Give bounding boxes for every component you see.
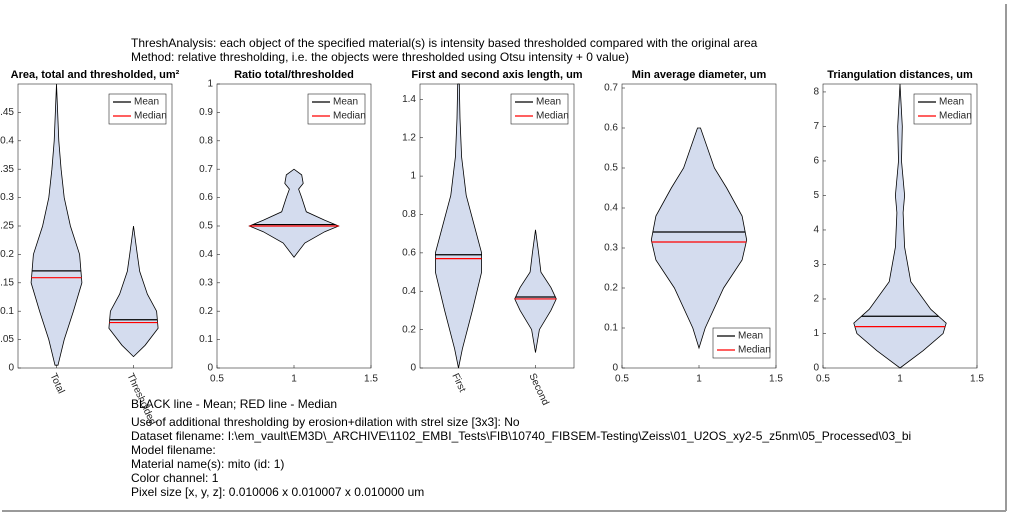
x-tick-label: 1: [291, 374, 297, 385]
y-tick-label: 0: [8, 363, 14, 374]
y-tick-label: 0: [207, 363, 213, 374]
x-tick-label: 1: [897, 374, 903, 385]
y-tick-label: 0.2: [0, 249, 14, 260]
x-tick-label: 1: [696, 374, 702, 385]
y-tick-label: 0.25: [0, 221, 14, 232]
y-tick-label: 1: [813, 328, 819, 339]
violin: [435, 83, 482, 369]
x-tick-label: 1.5: [364, 374, 378, 385]
y-tick-label: 8: [813, 87, 819, 98]
y-tick-label: 0: [410, 363, 416, 374]
footer-line: Color channel: 1: [131, 471, 219, 485]
chart-title: Min average diameter, um: [632, 69, 767, 81]
chart-title: Triangulation distances, um: [827, 69, 973, 81]
y-tick-label: 1: [207, 79, 213, 90]
y-tick-label: 1: [410, 171, 416, 182]
x-tick-label: 0.5: [210, 374, 224, 385]
y-tick-label: 0.6: [199, 192, 213, 203]
x-tick-label: 0.5: [816, 374, 830, 385]
footer-line: Dataset filename: I:\em_vault\EM3D\_ARCH…: [131, 429, 911, 443]
violin: [650, 127, 748, 350]
legend-label: Mean: [134, 97, 159, 108]
legend-label: Mean: [939, 97, 964, 108]
y-tick-label: 2: [813, 294, 819, 305]
y-tick-label: 0.6: [604, 123, 618, 134]
y-tick-label: 5: [813, 190, 819, 201]
y-tick-label: 0.4: [199, 249, 213, 260]
y-tick-label: 0.4: [0, 135, 14, 146]
legend-label: Mean: [738, 331, 763, 342]
legend-label: Median: [536, 111, 569, 122]
y-tick-label: 0.2: [604, 283, 618, 294]
y-tick-label: 0: [813, 363, 819, 374]
y-tick-label: 0.6: [402, 248, 416, 259]
legend-box: [108, 93, 167, 125]
y-tick-label: 0.3: [199, 277, 213, 288]
violin: [30, 83, 83, 366]
header-line: ThreshAnalysis: each object of the speci…: [131, 36, 758, 50]
chart-title: Ratio total/thresholded: [234, 69, 354, 81]
header-line: Method: relative thresholding, i.e. the …: [131, 50, 629, 64]
y-tick-label: 3: [813, 259, 819, 270]
y-tick-label: 0.7: [604, 83, 618, 94]
footer-line: Use of additional thresholding by erosio…: [131, 415, 520, 429]
y-tick-label: 6: [813, 156, 819, 167]
y-tick-label: 1.4: [402, 94, 416, 105]
y-tick-label: 0.05: [0, 334, 14, 345]
y-tick-label: 0.7: [199, 164, 213, 175]
y-tick-label: 0.1: [199, 334, 213, 345]
x-tick-label: 1.5: [970, 374, 984, 385]
y-tick-label: 0.8: [199, 135, 213, 146]
y-tick-label: 0.3: [0, 192, 14, 203]
y-tick-label: 1.2: [402, 132, 416, 143]
legend-box: [307, 93, 366, 125]
legend-label: Median: [939, 111, 972, 122]
chart-title: First and second axis length, um: [411, 69, 582, 81]
y-tick-label: 0.2: [402, 324, 416, 335]
legend-label: Mean: [333, 97, 358, 108]
x-tick-label: 0.5: [615, 374, 629, 385]
legend-label: Median: [738, 345, 771, 356]
legend-box: [712, 327, 771, 359]
legend-box: [510, 93, 569, 125]
y-tick-label: 0.3: [604, 243, 618, 254]
y-tick-label: 0.5: [199, 221, 213, 232]
legend-box: [913, 93, 972, 125]
y-tick-label: 0.15: [0, 277, 14, 288]
y-tick-label: 0.45: [0, 107, 14, 118]
y-tick-label: 0.4: [402, 286, 416, 297]
y-tick-label: 0.35: [0, 164, 14, 175]
y-tick-label: 0.1: [0, 306, 14, 317]
y-tick-label: 0.5: [604, 163, 618, 174]
legend-label: Median: [134, 111, 167, 122]
y-tick-label: 7: [813, 121, 819, 132]
chart-title: Area, total and thresholded, um²: [11, 69, 180, 81]
y-tick-label: 4: [813, 225, 819, 236]
footer-line: Pixel size [x, y, z]: 0.010006 x 0.01000…: [131, 485, 424, 499]
footer-line: Model filename:: [131, 443, 216, 457]
footer-line: BLACK line - Mean; RED line - Median: [131, 397, 337, 411]
y-tick-label: 0.9: [199, 107, 213, 118]
legend-label: Median: [333, 111, 366, 122]
violin: [514, 229, 557, 353]
y-tick-label: 0.8: [402, 209, 416, 220]
y-tick-label: 0: [612, 363, 618, 374]
y-tick-label: 0.2: [199, 306, 213, 317]
footer-line: Material name(s): mito (id: 1): [131, 457, 284, 471]
x-tick-label: 1.5: [769, 374, 783, 385]
violin: [853, 83, 947, 369]
y-tick-label: 0.1: [604, 323, 618, 334]
y-tick-label: 0.4: [604, 203, 618, 214]
legend-label: Mean: [536, 97, 561, 108]
